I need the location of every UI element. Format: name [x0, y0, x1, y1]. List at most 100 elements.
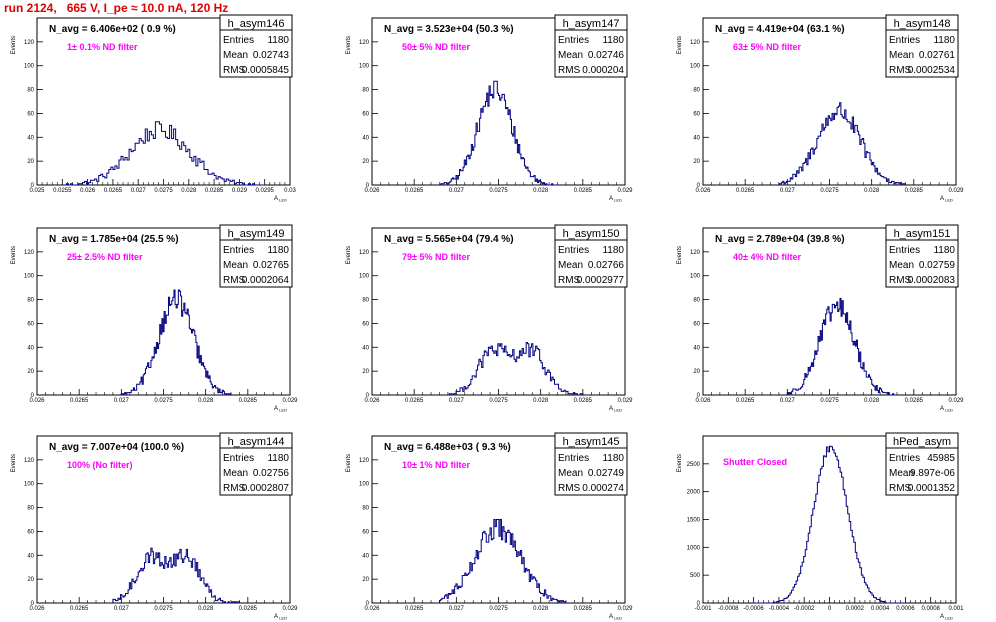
y-tick-label: 0: [697, 601, 701, 607]
n-avg-label: N_avg = 6.406e+02 ( 0.9 %): [49, 24, 176, 35]
y-axis-label: Events: [677, 454, 683, 472]
y-tick-label: 40: [362, 135, 369, 141]
x-axis-label: A LED: [609, 406, 622, 413]
stats-box-frame: [219, 432, 293, 496]
x-tick-label: 0.027: [131, 188, 147, 194]
y-tick-label: 0: [366, 393, 370, 399]
stat-key-mean: Mean: [558, 260, 583, 271]
panel-h_asym149: 0.026 0.0265 0.027 0.0275 0.028 0.0285 0.029 0 2…: [11, 224, 298, 413]
n-avg-label: N_avg = 3.523e+04 (50.3 %): [384, 24, 514, 35]
histogram-series: [112, 547, 240, 604]
x-tick-label: 0.0006: [896, 606, 915, 612]
stats-box-frame: [219, 14, 293, 78]
x-tick-label: 0.001: [948, 606, 964, 612]
stat-key-mean: Mean: [889, 468, 914, 479]
stat-value-rms: 0.0002807: [242, 483, 290, 494]
stat-key-mean: Mean: [558, 50, 583, 61]
x-tick-label: 0.028: [864, 188, 880, 194]
x-tick-label: 0.0285: [905, 398, 924, 404]
y-tick-label: 100: [690, 274, 701, 280]
x-tick-label: 0.027: [780, 398, 796, 404]
x-tick-label: 0.026: [695, 188, 711, 194]
stat-key-rms: RMS: [558, 275, 581, 286]
y-tick-label: 0: [697, 393, 701, 399]
stat-key-entries: Entries: [889, 453, 920, 464]
y-tick-label: 20: [362, 159, 369, 165]
stat-key-entries: Entries: [223, 245, 254, 256]
x-tick-label: 0.0275: [154, 188, 173, 194]
x-tick-label: 0.027: [114, 606, 130, 612]
y-tick-label: 1000: [687, 545, 701, 551]
x-tick-label: 0.03: [284, 188, 296, 194]
y-tick-label: 120: [359, 250, 370, 256]
x-tick-label: 0.0295: [256, 188, 275, 194]
stat-key-rms: RMS: [223, 65, 246, 76]
x-tick-label: 0.028: [533, 188, 549, 194]
x-tick-label: 0.029: [948, 188, 964, 194]
y-tick-label: 2500: [687, 462, 701, 468]
stat-value-entries: 1180: [267, 245, 289, 256]
x-tick-label: 0.029: [282, 606, 298, 612]
x-tick-label: 0: [828, 606, 832, 612]
stat-value-entries: 1180: [602, 245, 624, 256]
x-tick-label: 0.027: [114, 398, 130, 404]
x-tick-label: 0.0285: [905, 188, 924, 194]
y-tick-label: 120: [24, 250, 35, 256]
stats-box: h_asym145 Entries 1180 Mean 0.02749 RMS 0.0002…: [554, 432, 628, 496]
x-tick-label: 0.0008: [922, 606, 941, 612]
stat-value-entries: 1180: [933, 35, 955, 46]
n-avg-label: N_avg = 2.789e+04 (39.8 %): [715, 234, 845, 245]
stats-box: h_asym148 Entries 1180 Mean 0.02761 RMS0.0002…: [885, 14, 959, 78]
y-tick-label: 80: [362, 298, 369, 304]
histogram-name: h_asym147: [563, 18, 620, 30]
stat-key-mean: Mean: [889, 50, 914, 61]
y-axis-label: Events: [346, 246, 352, 264]
n-avg-label: N_avg = 4.419e+04 (63.1 %): [715, 24, 845, 35]
y-tick-label: 120: [24, 458, 35, 464]
stat-value-mean: 0.02766: [588, 260, 625, 271]
filter-label: 100% (No filter): [67, 460, 133, 470]
y-tick-label: 60: [27, 529, 34, 535]
y-tick-label: 2000: [687, 490, 701, 496]
x-tick-label: 0.0265: [736, 188, 755, 194]
y-tick-label: 60: [27, 321, 34, 327]
y-tick-label: 1500: [687, 518, 701, 524]
x-tick-label: 0.029: [617, 398, 633, 404]
stat-key-rms: RMS: [223, 483, 246, 494]
stat-key-entries: Entries: [889, 35, 920, 46]
x-tick-label: 0.029: [232, 188, 248, 194]
stats-box: h_asym146 Entries 1180 Mean 0.02743 RMS0.0005…: [219, 14, 293, 78]
x-tick-label: 0.026: [29, 606, 45, 612]
stat-key-entries: Entries: [558, 35, 589, 46]
y-tick-label: 120: [690, 40, 701, 46]
x-tick-label: 0.026: [364, 606, 380, 612]
n-avg-label: N_avg = 5.565e+04 (79.4 %): [384, 234, 514, 245]
y-tick-label: 120: [359, 40, 370, 46]
filter-label: Shutter Closed: [723, 457, 787, 467]
stat-key-mean: Mean: [558, 468, 583, 479]
stat-value-entries: 1180: [267, 453, 289, 464]
y-tick-label: 40: [693, 135, 700, 141]
y-tick-label: 120: [24, 40, 35, 46]
panel-h_asym147: 0.026 0.0265 0.027 0.0275 0.028 0.0285 0.029 0 2…: [346, 14, 633, 203]
stats-box-frame: [885, 224, 959, 288]
stats-box-frame: [885, 14, 959, 78]
x-tick-label: 0.0265: [104, 188, 123, 194]
y-tick-label: 40: [27, 345, 34, 351]
y-axis-label: Events: [11, 36, 17, 54]
x-tick-label: 0.0265: [405, 188, 424, 194]
y-tick-label: 0: [31, 183, 35, 189]
stat-key-entries: Entries: [223, 35, 254, 46]
x-tick-label: 0.027: [449, 188, 465, 194]
stat-key-entries: Entries: [558, 245, 589, 256]
filter-label: 1± 0.1% ND filter: [67, 42, 138, 52]
x-tick-label: 0.0285: [239, 606, 258, 612]
histogram-name: hPed_asym: [893, 436, 951, 448]
y-tick-label: 0: [366, 183, 370, 189]
x-tick-label: 0.026: [364, 398, 380, 404]
x-tick-label: 0.026: [80, 188, 96, 194]
histogram-name: h_asym144: [228, 436, 285, 448]
x-tick-label: 0.0002: [846, 606, 865, 612]
x-tick-label: 0.026: [364, 188, 380, 194]
